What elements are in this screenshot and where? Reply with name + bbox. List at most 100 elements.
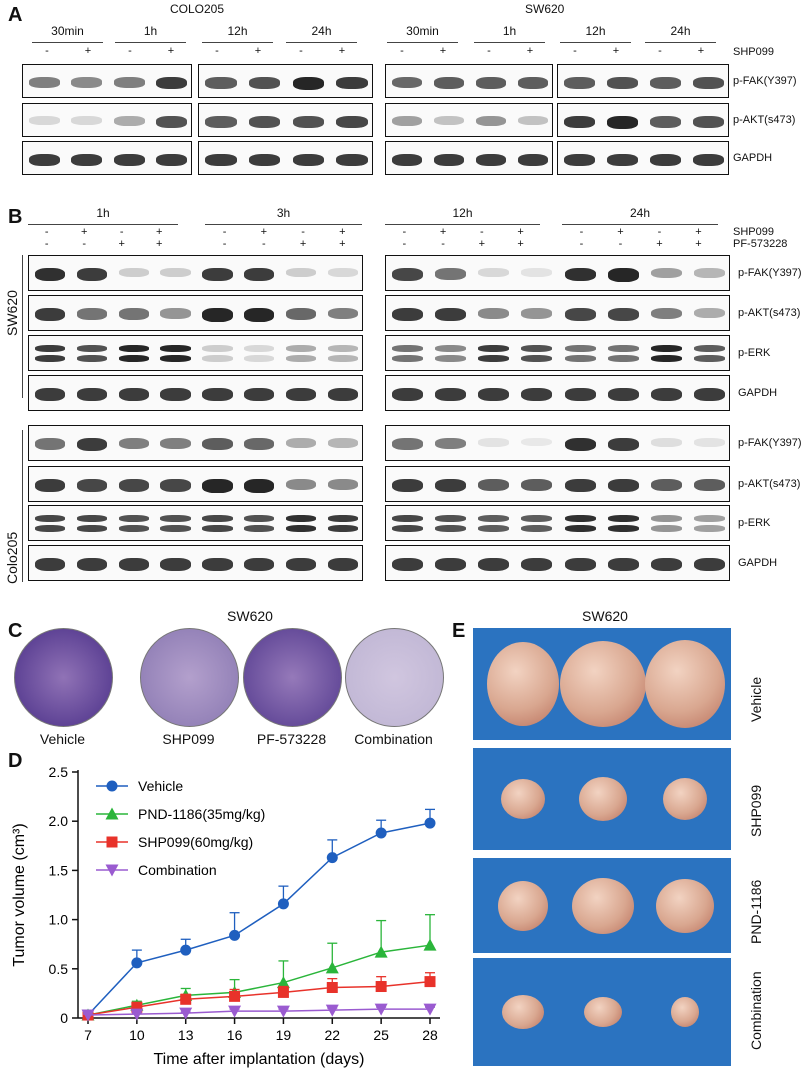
blot-band xyxy=(118,388,149,402)
blot-band xyxy=(336,77,368,90)
blot-band xyxy=(327,438,359,448)
blot-band xyxy=(244,558,275,572)
panel-a-row-label: p-AKT(s473) xyxy=(733,114,796,126)
panel-a-timepoint: 1h xyxy=(143,24,158,38)
blot-band xyxy=(248,116,281,128)
blot-band xyxy=(435,515,467,522)
blot-box xyxy=(28,335,363,371)
colony-dish xyxy=(243,628,342,727)
blot-band xyxy=(650,438,682,447)
panel-b-shp-sign: + xyxy=(617,226,624,238)
tumor-photo xyxy=(473,858,731,953)
panel-a-timepoint-underline xyxy=(387,42,458,43)
data-point xyxy=(277,898,289,910)
blot-band xyxy=(292,154,325,167)
blot-band xyxy=(327,268,359,277)
blot-band xyxy=(160,438,191,450)
blot-band xyxy=(205,154,237,167)
colony-dish-label: SHP099 xyxy=(162,731,215,747)
y-tick-label: 2.0 xyxy=(49,813,69,829)
colony-dish-label: Combination xyxy=(354,731,433,747)
blot-band xyxy=(475,116,507,127)
blot-band xyxy=(118,308,149,320)
panel-a-cellline-colo205: COLO205 xyxy=(170,2,225,16)
blot-band xyxy=(327,479,359,490)
blot-band xyxy=(202,438,233,451)
blot-band xyxy=(244,345,275,352)
y-tick-label: 1.0 xyxy=(49,912,69,928)
blot-band xyxy=(118,525,149,532)
panel-b-cellline-sw620: SW620 xyxy=(4,290,20,336)
legend-marker xyxy=(105,807,119,820)
tumor-photo xyxy=(473,958,731,1066)
blot-box xyxy=(28,375,363,411)
panel-a-label: A xyxy=(8,4,23,26)
panel-b-shp-sign: - xyxy=(657,226,662,238)
blot-band xyxy=(286,345,317,352)
blot-band xyxy=(286,438,317,449)
blot-band xyxy=(76,308,107,320)
blot-band xyxy=(28,77,60,88)
blot-band xyxy=(564,479,596,493)
blot-band xyxy=(478,438,510,447)
blot-band xyxy=(34,308,65,322)
blot-band xyxy=(650,308,682,320)
blot-box xyxy=(385,505,730,541)
blot-band xyxy=(693,525,725,532)
blot-band xyxy=(564,345,596,352)
panel-b-pf-sign: - xyxy=(618,238,623,250)
blot-band xyxy=(564,525,596,532)
blot-band xyxy=(521,558,553,572)
x-tick-label: 28 xyxy=(422,1027,438,1043)
panel-a-sign-plus: + xyxy=(612,45,620,57)
panel-a-timepoint-underline xyxy=(286,42,357,43)
blot-band xyxy=(564,77,595,89)
blot-band xyxy=(392,388,424,402)
blot-band xyxy=(607,308,639,321)
panel-b-pf-sign: - xyxy=(441,238,445,250)
blot-box xyxy=(28,425,363,461)
data-point xyxy=(423,1003,437,1016)
blot-band xyxy=(76,388,107,402)
blot-band xyxy=(28,154,60,167)
tumor-group-label: PND-1186 xyxy=(748,879,764,944)
panel-a-timepoint-underline xyxy=(474,42,545,43)
data-point xyxy=(276,1005,290,1018)
blot-band xyxy=(693,268,725,278)
blot-band xyxy=(244,388,275,402)
blot-box xyxy=(385,255,730,291)
blot-band xyxy=(118,345,149,352)
blot-band xyxy=(650,345,682,352)
data-point xyxy=(276,976,290,989)
blot-band xyxy=(478,388,510,402)
blot-band xyxy=(392,355,424,362)
panel-b-pf-sign: + xyxy=(118,238,125,250)
blot-band xyxy=(118,479,149,492)
panel-b-pf-sign: - xyxy=(262,238,266,250)
blot-band xyxy=(521,355,553,362)
blot-band xyxy=(160,388,191,402)
blot-band xyxy=(76,345,107,352)
blot-band xyxy=(292,116,325,128)
panel-b-shp-sign: - xyxy=(480,226,484,238)
blot-band xyxy=(607,116,638,129)
panel-a-sign-minus: - xyxy=(299,45,303,57)
blot-band xyxy=(202,268,233,282)
blot-band xyxy=(76,558,107,572)
blot-band xyxy=(607,355,639,362)
blot-box xyxy=(385,141,553,175)
panel-a-timepoint: 24h xyxy=(670,24,691,38)
blot-band xyxy=(202,525,233,532)
blot-band xyxy=(475,77,507,89)
blot-band xyxy=(478,355,510,362)
blot-band xyxy=(160,525,191,532)
x-tick-label: 7 xyxy=(84,1027,92,1043)
blot-band xyxy=(693,558,725,572)
panel-a-row-label: p-FAK(Y397) xyxy=(733,75,797,87)
blot-band xyxy=(391,77,423,89)
blot-band xyxy=(478,515,510,522)
blot-band xyxy=(435,268,467,280)
panel-b-shp-sign: - xyxy=(119,226,124,238)
blot-box xyxy=(557,103,729,137)
data-point xyxy=(424,817,436,829)
